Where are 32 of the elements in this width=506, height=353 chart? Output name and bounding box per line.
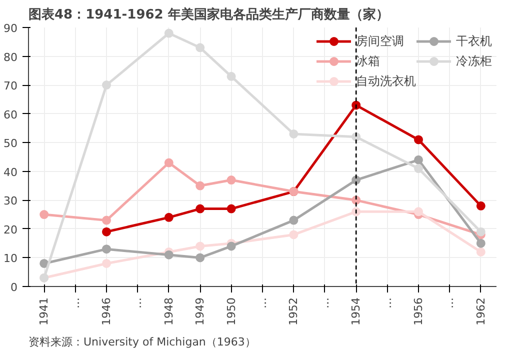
legend-label: 干衣机 — [456, 32, 492, 50]
x-tick-label: … — [131, 298, 144, 308]
y-tick-label: 10 — [4, 252, 18, 266]
y-tick-label: 50 — [4, 137, 18, 150]
x-tick-label: … — [68, 298, 82, 308]
x-tick-label: … — [318, 298, 332, 308]
y-tick-label: 0 — [10, 281, 18, 294]
x-tick-label: … — [380, 298, 394, 308]
x-tick-label: … — [443, 298, 456, 308]
x-tick-label: 1952 — [287, 297, 300, 326]
x-tick-label: 1949 — [194, 297, 207, 326]
x-tick-label: … — [256, 298, 269, 308]
y-tick-label: 70 — [4, 80, 18, 93]
y-tick-label: 30 — [4, 194, 18, 208]
x-tick-label: 1946 — [100, 297, 113, 326]
x-tick-label: 1950 — [224, 297, 238, 326]
legend-label: 冰箱 — [356, 52, 380, 70]
legend-label: 房间空调 — [356, 32, 404, 50]
y-tick-label: 60 — [4, 108, 18, 122]
y-tick-label: 80 — [4, 50, 18, 64]
x-tick-label: 1941 — [38, 297, 51, 326]
x-tick-label: 1956 — [412, 297, 425, 326]
text: 资料来源：University of Michigan（1963） — [28, 336, 256, 348]
y-tick-label: 20 — [4, 223, 18, 236]
y-tick-label: 90 — [4, 22, 18, 35]
legend-label: 冷冻柜 — [456, 52, 492, 70]
legend-label: 自动洗衣机 — [356, 72, 416, 90]
x-tick-label: 1954 — [350, 297, 363, 326]
x-tick-label: 1948 — [162, 297, 176, 326]
chart-title: 图表48：1941-1962 年美国家电各品类生产厂商数量（家） — [28, 6, 389, 22]
x-tick-label: 1962 — [474, 297, 488, 326]
y-tick-label: 40 — [4, 166, 18, 179]
